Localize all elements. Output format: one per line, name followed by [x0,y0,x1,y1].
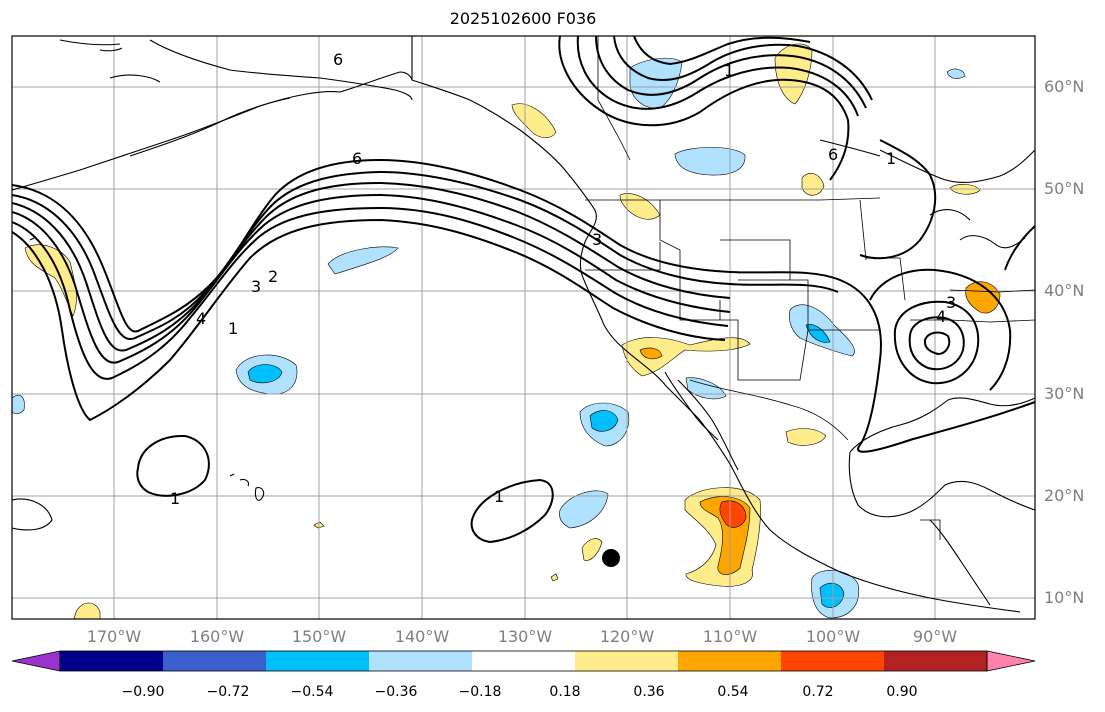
contour-label: 1 [494,487,504,506]
colorbar-cell [472,651,576,671]
map-frame [11,35,1036,620]
contour-label: 6 [352,149,362,168]
lon-label: 100°W [805,627,861,646]
lon-label: 130°W [497,627,553,646]
anomaly-patch [674,147,746,176]
colorbar-cell [266,651,370,671]
colorbar-extend-min [11,650,61,672]
lat-label: 20°N [1044,486,1085,505]
anomaly-patch [589,410,619,432]
map-title: 2025102600 F036 [449,9,597,28]
anomaly-patch [559,490,609,529]
colorbar-tick: −0.36 [374,684,418,700]
colorbar-tick: 0.54 [717,684,749,700]
lat-label: 40°N [1044,281,1085,300]
colorbar-cell [369,651,473,671]
colorbar-tick: −0.18 [458,684,502,700]
contours [12,36,1035,544]
graticule [12,36,1035,619]
anomaly-patch [819,582,845,608]
contour-label: 2 [268,267,278,286]
contour-label: 3 [592,230,602,249]
colorbar-tick: 0.72 [802,684,834,700]
anomaly-patch [774,43,813,105]
colorbar [11,650,1036,672]
lat-label: 60°N [1044,77,1085,96]
lon-label: 150°W [291,627,347,646]
borders [411,36,1035,540]
anomaly-patch [73,602,101,619]
lon-label: 120°W [599,627,655,646]
storm-center-marker [602,549,620,567]
lon-label: 110°W [702,627,758,646]
anomaly-patch [550,573,559,582]
contour-label: 3 [251,277,261,296]
anomaly-patch [511,103,557,139]
anomaly-patch [719,500,747,528]
colorbar-cell [575,651,679,671]
contour-label: 1 [724,61,734,80]
anomaly-patch [801,173,825,196]
contour-label-layer: 6 6 4 3 2 1 3 1 1 1 1 3 4 6 [170,50,956,508]
colorbar-tick: −0.54 [290,684,334,700]
colorbar-tick: −0.72 [206,684,250,700]
colorbar-extend-max [986,650,1036,672]
colorbar-tick: −0.90 [121,684,165,700]
lat-label: 50°N [1044,179,1085,198]
lon-label: 160°W [189,627,245,646]
lon-label: 140°W [394,627,450,646]
colorbar-cell [60,651,164,671]
contour-label: 6 [333,50,343,69]
anomaly-patch [247,364,283,384]
lat-label: 10°N [1044,588,1085,607]
colorbar-tick: 0.18 [549,684,581,700]
contour-label: 1 [228,319,238,338]
anomaly-patch [785,428,827,446]
lon-label: 170°W [86,627,142,646]
lat-label: 30°N [1044,384,1085,403]
coastlines [12,36,1035,613]
contour-label: 4 [936,307,946,326]
anomaly-patch [327,246,399,275]
colorbar-cell [678,651,782,671]
colorbar-cell [884,651,988,671]
anomaly-patch [12,395,25,415]
anomaly-patch [639,347,663,360]
contour-label: 3 [946,293,956,312]
contour-label: 4 [196,309,206,328]
colorbar-tick: 0.90 [886,684,918,700]
lon-label: 90°W [912,627,958,646]
colorbar-tick: 0.36 [633,684,665,700]
anomaly-patch [946,68,966,79]
anomaly-patch [805,324,831,343]
anomaly-patch [621,337,751,377]
contour-label: 1 [170,489,180,508]
anomaly-patch [581,538,603,561]
anomaly-patch [965,281,1001,314]
contour-label: 6 [828,145,838,164]
colorbar-cell [781,651,885,671]
colorbar-cell [163,651,267,671]
contour-label: 1 [886,149,896,168]
